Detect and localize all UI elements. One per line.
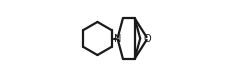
- Text: O: O: [143, 33, 151, 44]
- Text: N: N: [113, 33, 121, 44]
